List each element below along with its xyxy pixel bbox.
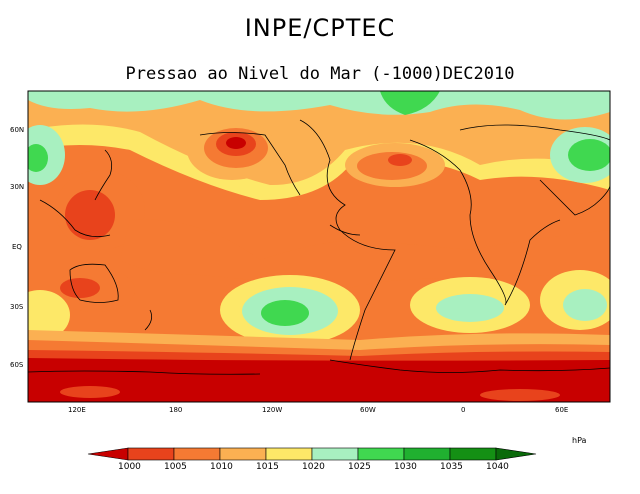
colorbar-swatch [173, 447, 221, 461]
map-subtitle: Pressao ao Nivel do Mar (-1000)DEC2010 [125, 64, 515, 84]
colorbar-swatch [357, 447, 405, 461]
contour-field [28, 91, 610, 402]
colorbar-tick-label: 1025 [348, 462, 371, 472]
colorbar-min-arrow [87, 447, 129, 461]
lat-label: 30N [10, 183, 25, 191]
units-label: hPa [572, 436, 587, 445]
colorbar-swatch [403, 447, 451, 461]
colorbar-swatch [127, 447, 175, 461]
lon-label: 60W [360, 406, 376, 414]
colorbar-swatch [219, 447, 267, 461]
colorbar-tick-label: 1010 [210, 462, 233, 472]
colorbar-tick-label: 1035 [440, 462, 463, 472]
colorbar-swatch [311, 447, 359, 461]
lon-label: 180 [169, 406, 183, 414]
page-title: INPE/CPTEC [244, 14, 396, 42]
colorbar [87, 447, 537, 461]
colorbar-tick-label: 1000 [118, 462, 141, 472]
colorbar-tick-label: 1040 [486, 462, 509, 472]
colorbar-tick-label: 1005 [164, 462, 187, 472]
colorbar-tick-label: 1015 [256, 462, 279, 472]
lat-label: EQ [12, 243, 22, 251]
colorbar-max-arrow [495, 447, 537, 461]
lon-label: 120W [262, 406, 283, 414]
coastlines [28, 119, 610, 375]
map-frame [27, 90, 611, 403]
lat-label: 60S [10, 361, 24, 369]
lon-label: 120E [68, 406, 86, 414]
lon-label: 0 [461, 406, 466, 414]
lat-label: 30S [10, 303, 24, 311]
lat-label: 60N [10, 126, 25, 134]
colorbar-swatch [265, 447, 313, 461]
colorbar-tick-label: 1030 [394, 462, 417, 472]
colorbar-swatch [449, 447, 497, 461]
colorbar-tick-label: 1020 [302, 462, 325, 472]
lon-label: 60E [555, 406, 569, 414]
